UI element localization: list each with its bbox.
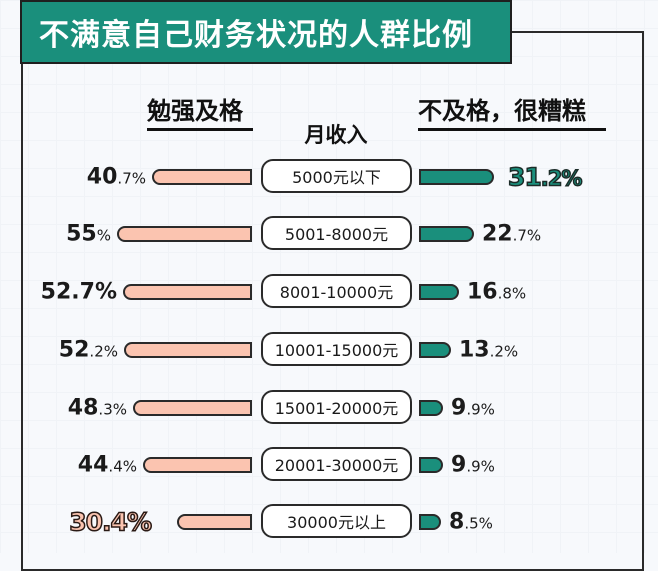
left-bar-barely-pass — [133, 400, 252, 416]
chart-row: 55% 5001-8000元 22.7% — [0, 216, 658, 252]
highlight-value-decimal: .2% — [540, 166, 583, 192]
income-category-label: 5000元以下 — [261, 159, 412, 193]
right-bar-fail — [419, 226, 474, 242]
chart-row: 44.4% 20001-30000元 9.9% — [0, 447, 658, 483]
right-value-label: 9.9% — [451, 396, 495, 421]
income-category-label: 10001-15000元 — [261, 332, 412, 366]
left-bar-barely-pass — [124, 342, 252, 358]
header-barely-pass: 勉强及格 — [147, 96, 253, 131]
right-value-label: 31.2% — [507, 162, 583, 193]
right-bar-fail — [419, 400, 443, 416]
value-integer: 55 — [66, 221, 97, 247]
value-integer: 22 — [482, 221, 513, 247]
income-category-label: 30000元以上 — [261, 504, 412, 538]
left-value-label: 48.3% — [68, 396, 127, 421]
income-category-label: 8001-10000元 — [261, 274, 412, 308]
value-integer: 13 — [459, 337, 490, 363]
right-bar-fail — [419, 169, 494, 185]
value-integer: 16 — [467, 279, 498, 305]
chart-row: 30.4% 30000元以上 8.5% — [0, 504, 658, 540]
right-value-label: 16.8% — [467, 280, 526, 305]
value-integer: 9 — [451, 452, 467, 478]
right-value-label: 22.7% — [482, 222, 541, 247]
left-bar-barely-pass — [143, 457, 252, 473]
value-decimal: .4% — [108, 457, 137, 476]
income-category-label: 20001-30000元 — [261, 447, 412, 481]
highlight-value-integer: 31 — [507, 162, 542, 193]
right-value-label: 9.9% — [451, 453, 495, 478]
value-decimal: .2% — [489, 342, 519, 361]
right-bar-fail — [419, 457, 443, 473]
right-bar-fail — [419, 514, 441, 530]
income-category-label: 15001-20000元 — [261, 390, 412, 424]
right-value-label: 13.2% — [459, 338, 518, 363]
highlight-value: 30.4% — [69, 507, 153, 538]
chart-title: 不满意自己财务状况的人群比例 — [20, 0, 512, 64]
value-integer: 52.7% — [40, 279, 117, 305]
value-decimal: .7% — [117, 169, 146, 188]
chart-row: 52.2% 10001-15000元 13.2% — [0, 332, 658, 368]
chart-title-text: 不满意自己财务状况的人群比例 — [39, 18, 473, 53]
value-decimal: % — [96, 226, 111, 245]
header-fail-terrible: 不及格，很糟糕 — [418, 96, 606, 131]
left-value-label: 52.7% — [41, 280, 117, 305]
left-value-label: 40.7% — [87, 165, 146, 190]
value-decimal: .9% — [466, 457, 495, 476]
left-value-label: 55% — [66, 222, 111, 247]
chart-row: 48.3% 15001-20000元 9.9% — [0, 390, 658, 426]
income-category-label: 5001-8000元 — [261, 216, 412, 250]
value-integer: 44 — [77, 452, 109, 478]
chart-row: 52.7% 8001-10000元 16.8% — [0, 274, 658, 310]
value-decimal: .7% — [512, 226, 542, 245]
right-value-label: 8.5% — [449, 510, 493, 535]
value-decimal: .3% — [98, 400, 127, 419]
value-integer: 52 — [58, 337, 90, 363]
value-integer: 9 — [451, 395, 467, 421]
value-decimal: .2% — [89, 342, 118, 361]
value-decimal: .8% — [497, 284, 527, 303]
value-decimal: .5% — [464, 514, 493, 533]
left-value-label: 30.4% — [69, 507, 153, 538]
left-bar-barely-pass — [177, 514, 252, 530]
left-value-label: 52.2% — [59, 338, 118, 363]
value-integer: 40 — [86, 164, 118, 190]
value-decimal: .9% — [466, 400, 495, 419]
header-monthly-income: 月收入 — [304, 123, 368, 147]
value-integer: 48 — [67, 395, 99, 421]
left-bar-barely-pass — [123, 284, 252, 300]
left-bar-barely-pass — [117, 226, 252, 242]
left-value-label: 44.4% — [78, 453, 137, 478]
chart-row: 40.7% 5000元以下 31.2% — [0, 159, 658, 195]
right-bar-fail — [419, 342, 451, 358]
value-integer: 8 — [449, 509, 465, 535]
right-bar-fail — [419, 284, 459, 300]
left-bar-barely-pass — [152, 169, 252, 185]
